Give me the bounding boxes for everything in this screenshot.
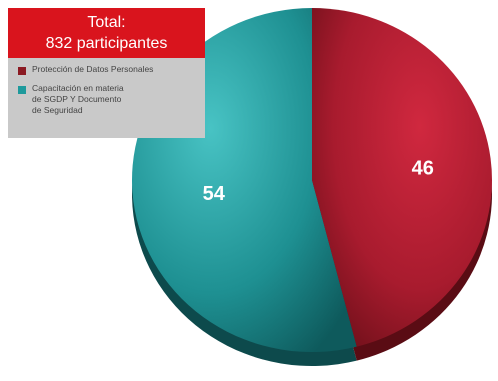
legend-swatch-capacitacion <box>18 86 26 94</box>
legend-swatch-datos-personales <box>18 67 26 75</box>
total-count: 832 participantes <box>45 35 168 52</box>
data-label-54: 54 <box>203 183 226 205</box>
total-box: Total: 832 participantes <box>8 8 205 58</box>
legend-item-datos-personales: Protección de Datos Personales <box>18 64 199 75</box>
legend-label-capacitacion: Capacitación en materia de SGDP Y Docume… <box>32 83 124 115</box>
pie-slice-datos-personales <box>312 8 493 347</box>
legend-item-capacitacion: Capacitación en materia de SGDP Y Docume… <box>18 83 199 116</box>
total-title: Total: <box>87 14 126 31</box>
legend: Protección de Datos Personales Capacitac… <box>8 58 205 138</box>
data-label-46: 46 <box>412 158 434 180</box>
legend-label-datos-personales: Protección de Datos Personales <box>32 64 154 74</box>
pie-labels: 54 46 <box>203 158 434 205</box>
